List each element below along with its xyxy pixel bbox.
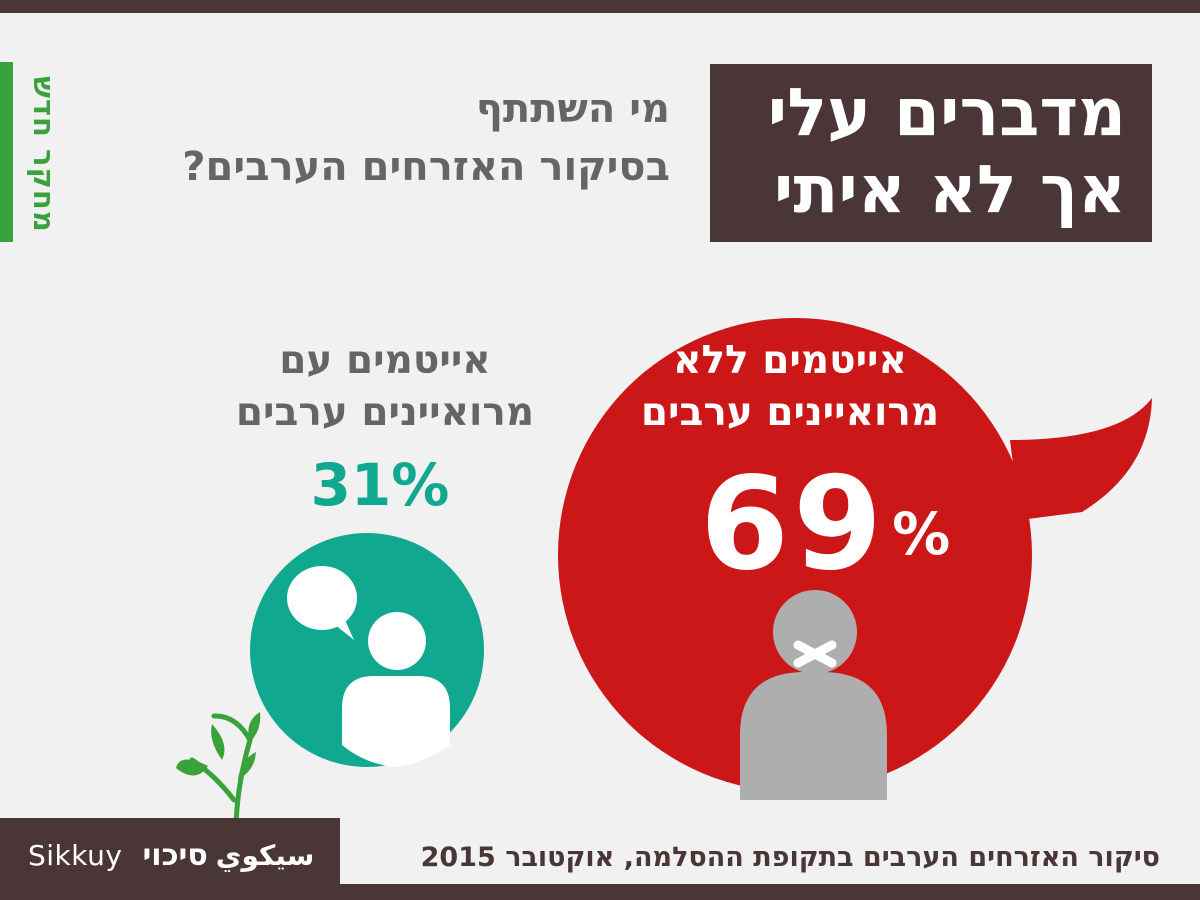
with-label-line-1: אייטמים עם: [279, 338, 491, 383]
headline-line-1: מדברים עלי: [767, 74, 1126, 151]
top-bar: [0, 0, 1200, 13]
headline-box: מדברים עלי אך לא איתי: [710, 64, 1152, 242]
logo-english: Sikkuy: [28, 839, 123, 872]
with-label-line-2: מרואיינים ערבים: [235, 390, 535, 435]
question-line-2: בסיקור האזרחים הערבים?: [182, 144, 670, 190]
sikkuy-logo-text: Sikkuy سيكويסיכוי: [28, 834, 328, 878]
without-arab-interviewees-label: אייטמים ללא מרואיינים ערבים: [600, 335, 980, 439]
without-label-line-2: מרואיינים ערבים: [640, 390, 940, 435]
question-text: מי השתתף בסיקור האזרחים הערבים?: [140, 80, 670, 196]
headline-line-2: אך לא איתי: [773, 151, 1126, 228]
red-speech-bubble: [558, 318, 1152, 792]
without-arab-interviewees-percentage: 69%: [700, 450, 1000, 600]
footer-caption: סיקור האזרחים הערבים בתקופת ההסלמה, אוקט…: [420, 842, 1160, 873]
with-arab-interviewees-percentage: 31%: [310, 451, 450, 519]
logo-hebrew: סיכוי: [142, 838, 208, 873]
speaking-person-icon: [287, 566, 450, 767]
side-label: מחקר חדש: [27, 75, 61, 233]
side-accent-bar: [0, 62, 13, 242]
logo-arabic: سيكوي: [215, 839, 315, 872]
without-label-line-1: אייטמים ללא: [673, 338, 907, 383]
without-percentage-sign: %: [892, 500, 951, 568]
question-line-1: מי השתתף: [475, 86, 670, 132]
logo-box: [0, 818, 340, 900]
gagged-person-icon: [740, 590, 887, 800]
with-arab-interviewees-label: אייטמים עם מרואיינים ערבים: [215, 335, 555, 439]
without-percentage-number: 69: [700, 450, 887, 599]
